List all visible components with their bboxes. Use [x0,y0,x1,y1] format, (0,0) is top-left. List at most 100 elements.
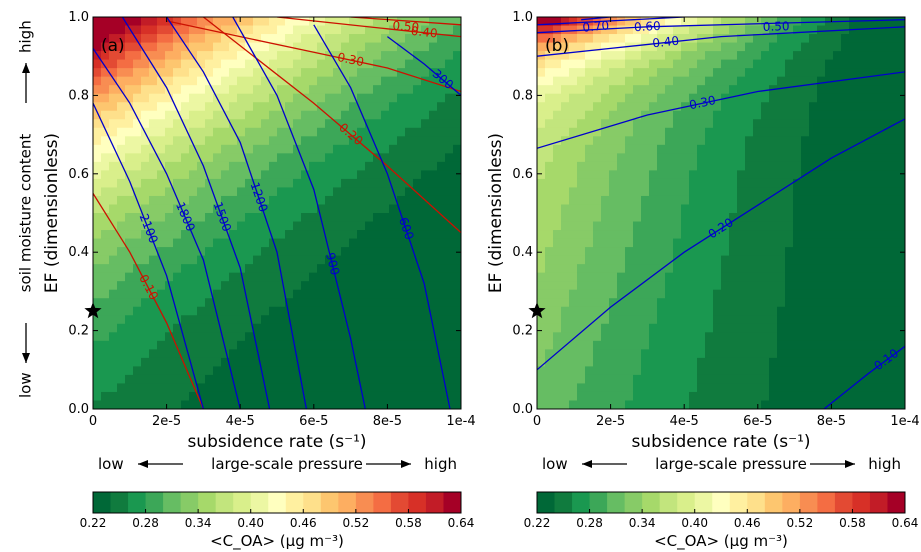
heatmap-cell [793,247,802,257]
heatmap-cell [673,17,682,27]
heatmap-cell [261,144,270,154]
heatmap-cell [245,170,254,180]
heatmap-cell [849,161,858,171]
heatmap-cell [237,298,246,308]
heatmap-cell [285,349,294,359]
heatmap-cell [841,178,850,189]
heatmap-cell [309,127,318,137]
heatmap-cell [117,264,126,274]
heatmap-cell [141,298,150,308]
heatmap-cell [381,366,390,376]
colorbar-tick-label: 0.40 [237,516,264,530]
heatmap-cell [697,102,706,112]
heatmap-cell [841,110,850,120]
heatmap-cell [561,315,570,325]
heatmap-cell [569,340,578,350]
heatmap-cell [577,119,586,129]
heatmap-cell [229,332,238,342]
heatmap-cell [801,323,810,333]
heatmap-cell [777,374,786,385]
heatmap-cell [865,42,874,52]
heatmap-cell [245,238,254,248]
heatmap-cell [269,59,278,69]
heatmap-cell [849,247,858,257]
heatmap-cell [333,247,342,257]
heatmap-cell [413,281,422,291]
heatmap-cell [213,25,222,35]
heatmap-cell [429,349,438,359]
heatmap-cell [833,204,842,214]
heatmap-cell [729,357,738,367]
heatmap-cell [569,110,578,120]
heatmap-cell [889,25,898,35]
heatmap-cell [817,332,826,342]
heatmap-cell [341,221,350,231]
heatmap-cell [397,238,406,248]
heatmap-cell [641,289,650,299]
heatmap-cell [349,68,358,78]
heatmap-cell [897,153,905,163]
heatmap-cell [373,213,382,223]
heatmap-cell [593,51,602,61]
heatmap-cell [601,42,610,52]
heatmap-cell [181,281,190,291]
soil-high-label: high [17,20,35,53]
heatmap-cell [633,289,642,299]
heatmap-cell [793,298,802,308]
heatmap-cell [237,374,246,385]
heatmap-cell [173,306,182,316]
blue-contour-label: 600 [396,215,417,241]
heatmap-cell [421,93,430,103]
heatmap-cell [221,230,230,240]
heatmap-cell [897,264,905,274]
heatmap-cell [785,102,794,112]
heatmap-cell [809,298,818,308]
heatmap-cell [237,315,246,325]
heatmap-cell [229,136,238,146]
heatmap-cell [809,93,818,103]
heatmap-cell [365,178,374,189]
heatmap-cell [841,366,850,376]
heatmap-cell [641,25,650,35]
heatmap-cell [649,230,658,240]
heatmap-cell [785,110,794,120]
heatmap-cell [285,204,294,214]
heatmap-cell [221,383,230,393]
heatmap-cell [753,102,762,112]
heatmap-cell [825,110,834,120]
heatmap-cell [633,221,642,231]
heatmap-cell [269,76,278,86]
heatmap-cell [769,144,778,154]
heatmap-cell [761,281,770,291]
heatmap-cell [277,374,286,385]
heatmap-cell [801,255,810,265]
heatmap-cell [413,383,422,393]
heatmap-cell [561,76,570,86]
heatmap-cell [753,144,762,154]
heatmap-cell [745,289,754,299]
heatmap-cell [317,85,326,95]
heatmap-cell [849,255,858,265]
heatmap-cell [745,213,754,223]
heatmap-cell [769,76,778,86]
heatmap-cell [229,391,238,402]
heatmap-cell [189,213,198,223]
heatmap-cell [601,255,610,265]
heatmap-cell [165,170,174,180]
heatmap-cell [453,315,461,325]
heatmap-cell [561,238,570,248]
heatmap-cell [761,272,770,282]
heatmap-cell [713,213,722,223]
heatmap-cell [149,213,158,223]
colorbar-tick-label: 0.46 [734,516,761,530]
colorbar-tick-label: 0.64 [892,516,919,530]
colorbar-swatch [163,492,182,513]
blue-contour [537,71,905,149]
heatmap-cell [437,298,446,308]
heatmap-cell [125,400,134,409]
heatmap-cell [625,17,634,27]
heatmap-cell [897,332,905,342]
heatmap-cell [253,25,262,35]
heatmap-cell [373,238,382,248]
heatmap-cell [673,170,682,180]
